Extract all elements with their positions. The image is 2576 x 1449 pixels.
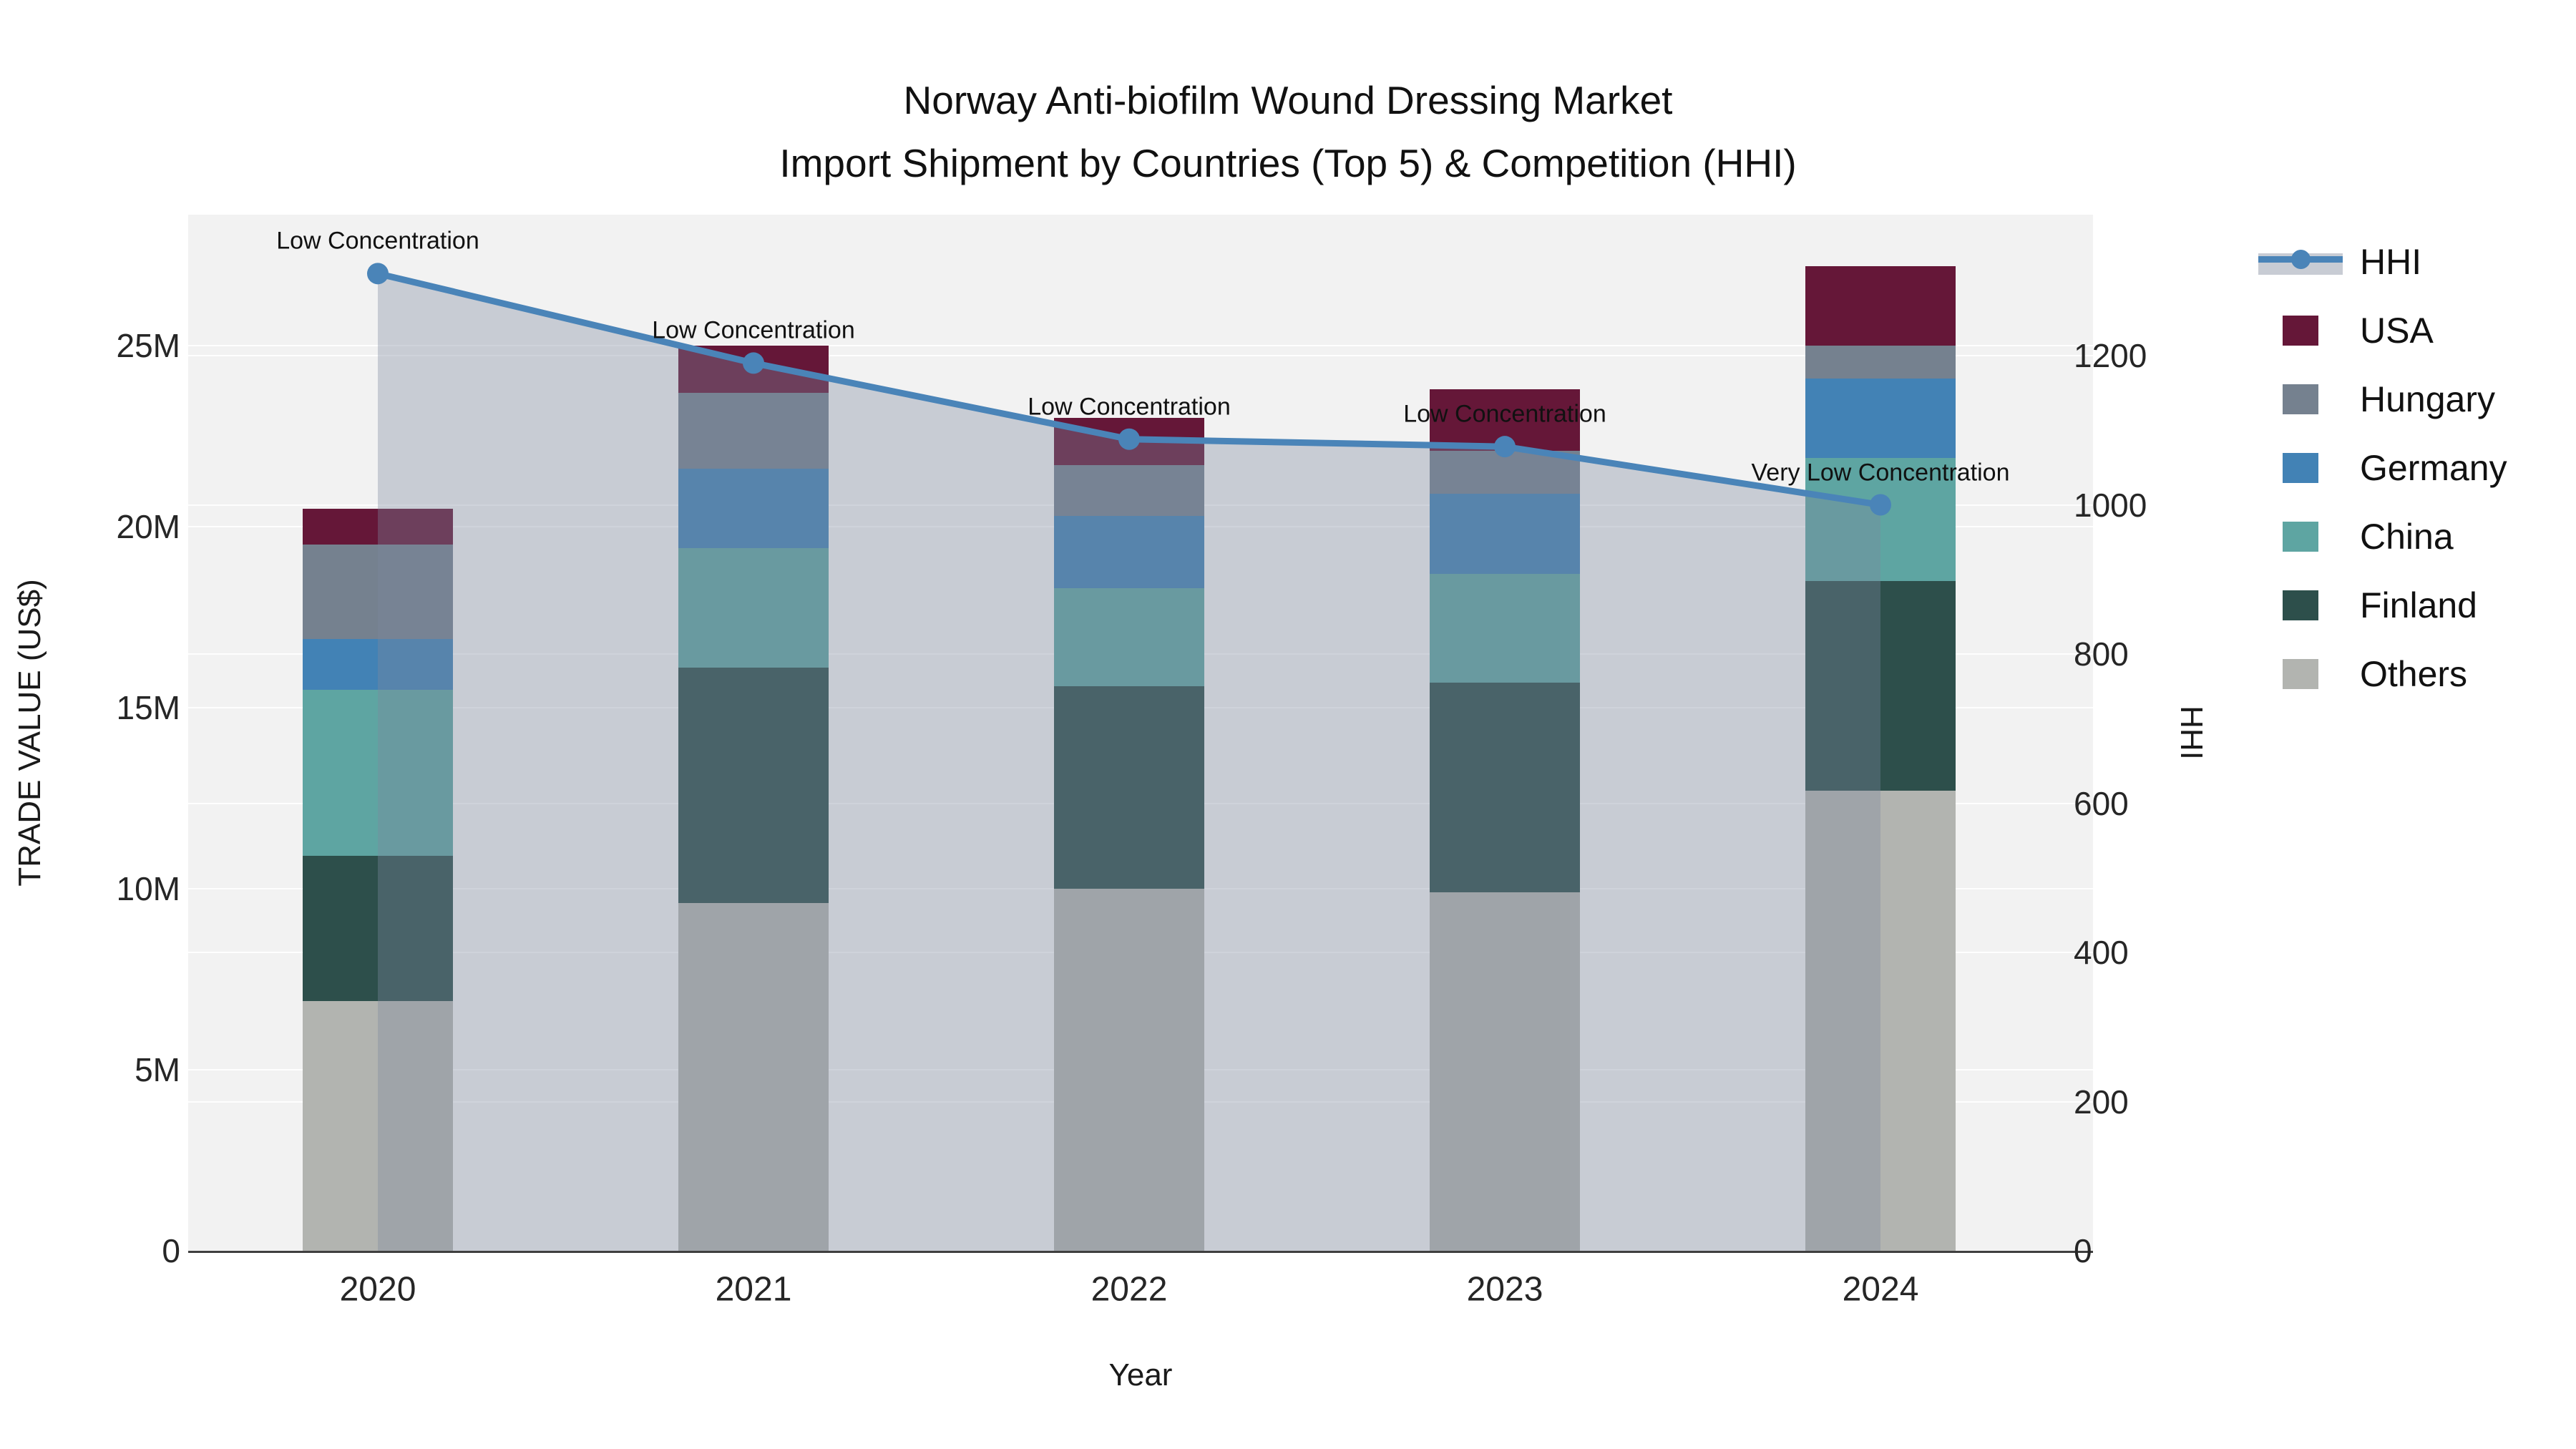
legend: HHI USA Hungary Germany China Finland Others [2254,228,2507,708]
right-axis-tick-200: 200 [2074,1083,2129,1121]
bar-segment-others-2020 [303,1000,453,1251]
bar-segment-finland-2023 [1430,682,1580,893]
left-axis-tick-15M: 15M [116,689,180,726]
hungary-swatch-icon [2254,384,2347,414]
bar-segment-finland-2024 [1805,580,1956,791]
right-axis-tick-0: 0 [2074,1232,2092,1269]
hhi-marker-2020 [367,263,389,285]
right-axis-tick-1000: 1000 [2074,486,2147,524]
bar-segment-others-2021 [678,903,829,1251]
bar-segment-hungary-2020 [303,545,453,639]
legend-item-others[interactable]: Others [2254,640,2507,708]
gridline-left-axis [188,345,2093,346]
hhi-marker-2021 [743,352,764,374]
bar-segment-hungary-2024 [1805,346,1956,379]
legend-item-usa[interactable]: USA [2254,296,2507,365]
bar-segment-china-2023 [1430,573,1580,683]
bar-segment-usa-2020 [303,508,453,545]
plot-area: Low Concentration Low Concentration Low Co… [188,215,2093,1253]
chart-title-line2: Import Shipment by Countries (Top 5) & C… [779,141,1797,185]
bar-segment-germany-2023 [1430,494,1580,574]
bar-segment-usa-2024 [1805,265,1956,346]
bar-segment-china-2022 [1054,588,1204,686]
left-axis-title: TRADE VALUE (US$) [12,579,47,887]
bar-segment-finland-2022 [1054,686,1204,889]
chart-title-line1: Norway Anti-biofilm Wound Dressing Marke… [903,78,1673,122]
hhi-marker-2024 [1870,494,1891,516]
hhi-area-fill [378,273,1880,1251]
right-axis-tick-600: 600 [2074,784,2129,822]
china-swatch-icon [2254,522,2347,552]
x-axis-tick-2021: 2021 [715,1270,792,1309]
left-axis-tick-20M: 20M [116,508,180,545]
legend-label: Finland [2360,585,2477,625]
annotation-2023: Low Concentration [1403,400,1606,428]
bar-segment-hungary-2021 [678,392,829,469]
germany-swatch-icon [2254,453,2347,483]
bar-segment-finland-2020 [303,856,453,1001]
bar-segment-others-2023 [1430,892,1580,1251]
annotation-2020: Low Concentration [276,227,479,255]
annotation-2021: Low Concentration [652,316,855,344]
x-axis-tick-2022: 2022 [1091,1270,1168,1309]
hhi-line-layer [367,263,1891,1251]
bar-segment-china-2024 [1805,457,1956,581]
bar-segment-germany-2024 [1805,378,1956,458]
bar-segment-germany-2022 [1054,515,1204,588]
hhi-marker-2022 [1118,428,1140,450]
finland-swatch-icon [2254,590,2347,620]
right-axis-tick-800: 800 [2074,635,2129,673]
bar-segment-others-2022 [1054,889,1204,1251]
x-axis-tick-2020: 2020 [339,1270,416,1309]
left-axis-tick-25M: 25M [116,327,180,364]
others-swatch-icon [2254,659,2347,689]
right-axis-tick-400: 400 [2074,934,2129,971]
right-axis-title: HHI [2174,706,2209,760]
bar-segment-others-2024 [1805,791,1956,1251]
legend-item-hungary[interactable]: Hungary [2254,365,2507,434]
legend-item-china[interactable]: China [2254,502,2507,571]
x-axis-title: Year [1108,1357,1173,1392]
bar-segment-hungary-2022 [1054,464,1204,516]
legend-item-finland[interactable]: Finland [2254,571,2507,640]
gridline-right-axis [188,355,2093,356]
legend-label: USA [2360,311,2434,351]
annotation-2022: Low Concentration [1028,393,1231,421]
annotation-2024: Very Low Concentration [1751,459,2010,486]
legend-label: Germany [2360,448,2507,488]
bar-segment-china-2020 [303,689,453,857]
x-axis-tick-2024: 2024 [1842,1270,1919,1309]
bar-segment-germany-2021 [678,469,829,549]
chart-title: Norway Anti-biofilm Wound Dressing Marke… [0,69,2576,195]
legend-item-hhi[interactable]: HHI [2254,228,2507,296]
legend-label: HHI [2360,242,2422,282]
bar-segment-finland-2021 [678,668,829,904]
bar-segment-germany-2020 [303,638,453,690]
hhi-marker-2023 [1494,436,1516,458]
right-axis-tick-1200: 1200 [2074,337,2147,374]
bar-segment-china-2021 [678,548,829,668]
legend-item-germany[interactable]: Germany [2254,434,2507,502]
usa-swatch-icon [2254,316,2347,346]
left-axis-tick-10M: 10M [116,870,180,907]
left-axis-tick-0: 0 [162,1232,180,1269]
legend-label: Others [2360,654,2468,694]
legend-label: China [2360,517,2454,557]
hhi-line-legend-icon [2254,249,2347,275]
left-axis-tick-5M: 5M [135,1051,180,1088]
x-axis-tick-2023: 2023 [1466,1270,1543,1309]
bar-segment-hungary-2023 [1430,450,1580,494]
legend-label: Hungary [2360,379,2495,419]
